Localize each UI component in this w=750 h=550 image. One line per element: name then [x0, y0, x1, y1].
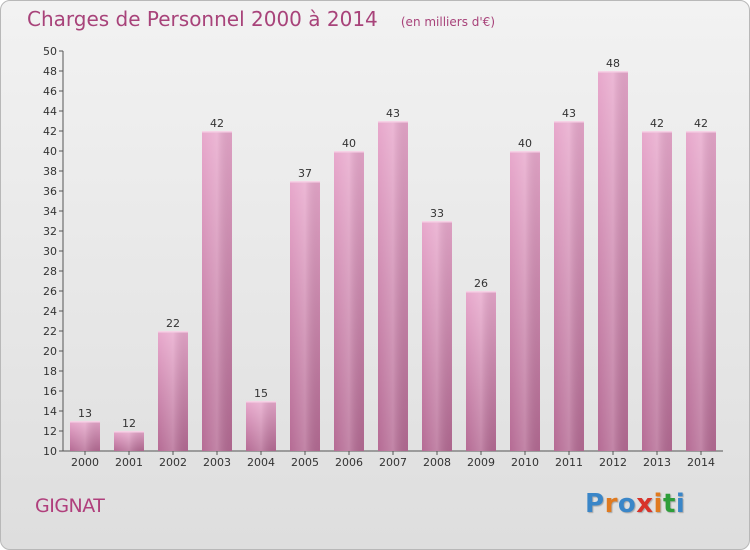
bar-highlight: [334, 151, 364, 153]
bar-highlight: [642, 131, 672, 133]
x-tick-label: 2008: [423, 456, 451, 469]
commune-name: GIGNAT: [35, 495, 105, 517]
bar-sheen: [334, 151, 364, 451]
x-tick-label: 2010: [511, 456, 539, 469]
data-label: 12: [122, 417, 136, 430]
x-tick-label: 2012: [599, 456, 627, 469]
y-tick-label: 24: [43, 305, 57, 318]
x-tick-label: 2011: [555, 456, 583, 469]
data-label: 48: [606, 57, 620, 70]
bar-sheen: [114, 431, 144, 451]
bar-sheen: [378, 121, 408, 451]
x-tick-label: 2001: [115, 456, 143, 469]
x-tick-label: 2009: [467, 456, 495, 469]
y-tick-label: 22: [43, 325, 57, 338]
data-label: 42: [650, 117, 664, 130]
data-label: 13: [78, 407, 92, 420]
x-tick-label: 2013: [643, 456, 671, 469]
x-tick-label: 2005: [291, 456, 319, 469]
title-row: Charges de Personnel 2000 à 2014 (en mil…: [27, 7, 495, 31]
y-tick-label: 36: [43, 185, 57, 198]
bar-highlight: [202, 131, 232, 133]
y-tick-label: 28: [43, 265, 57, 278]
chart-subtitle: (en milliers d'€): [400, 15, 495, 29]
proxiti-logo: Proxiti: [585, 489, 685, 519]
bar-sheen: [246, 401, 276, 451]
y-tick-label: 26: [43, 285, 57, 298]
logo-letter: i: [675, 489, 686, 519]
bar-sheen: [202, 131, 232, 451]
bar-highlight: [598, 71, 628, 73]
bar-highlight: [510, 151, 540, 153]
data-label: 40: [342, 137, 356, 150]
bar-sheen: [70, 421, 100, 451]
logo-letter: o: [617, 489, 637, 519]
bar-sheen: [642, 131, 672, 451]
bar-sheen: [598, 71, 628, 451]
x-tick-label: 2003: [203, 456, 231, 469]
bar-highlight: [378, 121, 408, 123]
bar-sheen: [686, 131, 716, 451]
bar-sheen: [422, 221, 452, 451]
bar-highlight: [158, 331, 188, 333]
bar-sheen: [510, 151, 540, 451]
bar-highlight: [686, 131, 716, 133]
y-tick-label: 16: [43, 385, 57, 398]
bars: [70, 71, 716, 451]
bar-highlight: [422, 221, 452, 223]
data-label: 43: [386, 107, 400, 120]
bar-highlight: [554, 121, 584, 123]
data-label: 37: [298, 167, 312, 180]
y-tick-label: 42: [43, 125, 57, 138]
y-tick-label: 14: [43, 405, 57, 418]
data-label: 43: [562, 107, 576, 120]
data-label: 40: [518, 137, 532, 150]
y-tick-label: 40: [43, 145, 57, 158]
logo-letter: t: [662, 489, 676, 519]
bar-highlight: [70, 421, 100, 423]
x-tick-label: 2007: [379, 456, 407, 469]
data-label: 26: [474, 277, 488, 290]
y-tick-label: 32: [43, 225, 57, 238]
bar-sheen: [158, 331, 188, 451]
y-tick-label: 30: [43, 245, 57, 258]
bar-highlight: [114, 431, 144, 433]
bar-sheen: [290, 181, 320, 451]
data-label: 22: [166, 317, 180, 330]
y-tick-label: 20: [43, 345, 57, 358]
logo-letter: i: [653, 489, 663, 519]
bar-sheen: [554, 121, 584, 451]
x-tick-label: 2006: [335, 456, 363, 469]
y-tick-label: 50: [43, 45, 57, 58]
y-tick-label: 44: [43, 105, 57, 118]
x-tick-label: 2014: [687, 456, 715, 469]
bar-highlight: [466, 291, 496, 293]
bar-sheen: [466, 291, 496, 451]
y-tick-label: 10: [43, 445, 57, 458]
data-label: 42: [210, 117, 224, 130]
data-label: 33: [430, 207, 444, 220]
chart-title: Charges de Personnel 2000 à 2014: [27, 7, 378, 31]
y-tick-label: 18: [43, 365, 57, 378]
data-label: 15: [254, 387, 268, 400]
x-tick-label: 2004: [247, 456, 275, 469]
y-tick-label: 38: [43, 165, 57, 178]
x-tick-label: 2002: [159, 456, 187, 469]
logo-letter: r: [604, 489, 618, 519]
bar-highlight: [290, 181, 320, 183]
y-tick-label: 34: [43, 205, 57, 218]
bar-highlight: [246, 401, 276, 403]
axes: 10 12 14 16 18 20 22 24 26 28 30 32 34 36 38 40 42 44 46 48…: [43, 45, 723, 469]
logo-letter: x: [636, 489, 654, 519]
value-labels: 13 12 22 42 15 37 40 43 33 26 40 43 48 42 42: [78, 57, 708, 430]
data-label: 42: [694, 117, 708, 130]
logo-letter: P: [585, 489, 605, 519]
y-tick-label: 46: [43, 85, 57, 98]
x-tick-label: 2000: [71, 456, 99, 469]
y-tick-label: 48: [43, 65, 57, 78]
y-tick-label: 12: [43, 425, 57, 438]
